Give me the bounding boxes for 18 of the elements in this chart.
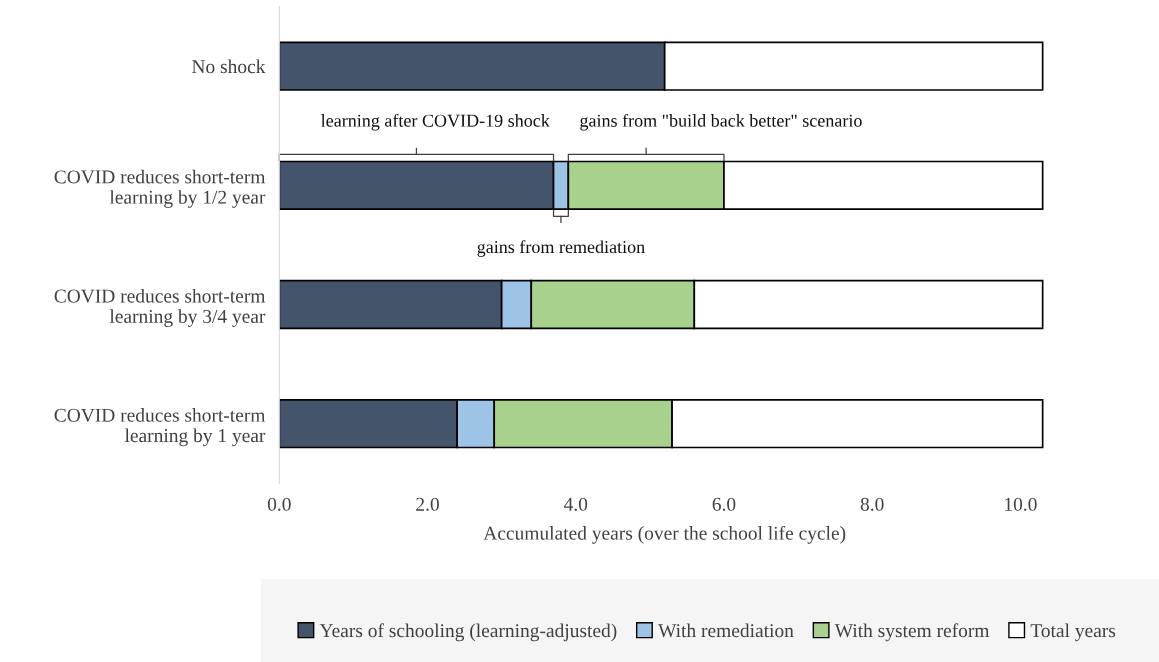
x-tick-label: 0.0 [267,497,291,511]
annotation: learning after COVID-19 shock [321,113,550,131]
legend-label: With remediation [658,623,794,638]
x-tick-label: 2.0 [416,497,439,511]
annotation: gains from remediation [477,240,645,257]
y-tick-label: No shock [192,59,266,74]
x-tick-label: 4.0 [563,497,588,511]
x-tick-label: 10.0 [1005,497,1037,511]
legend-label: Years of schooling (learning-adjusted) [319,623,617,642]
x-axis-title: Accumulated years (over the school life cycle) [483,525,846,544]
y-tick-label: COVID reduces short-term learning by 3/4 year [54,288,266,327]
x-tick-label: 6.0 [712,497,736,511]
x-tick-label: 8.0 [860,497,884,511]
y-tick-label: COVID reduces short-term learning by 1/2 year [54,169,266,208]
legend-label: Total years [1030,623,1116,642]
legend-label: With system reform [834,623,990,642]
annotation: gains from "build back better" scenario [580,113,862,131]
y-tick-label: COVID reduces short-term learning by 1 year [54,408,266,447]
